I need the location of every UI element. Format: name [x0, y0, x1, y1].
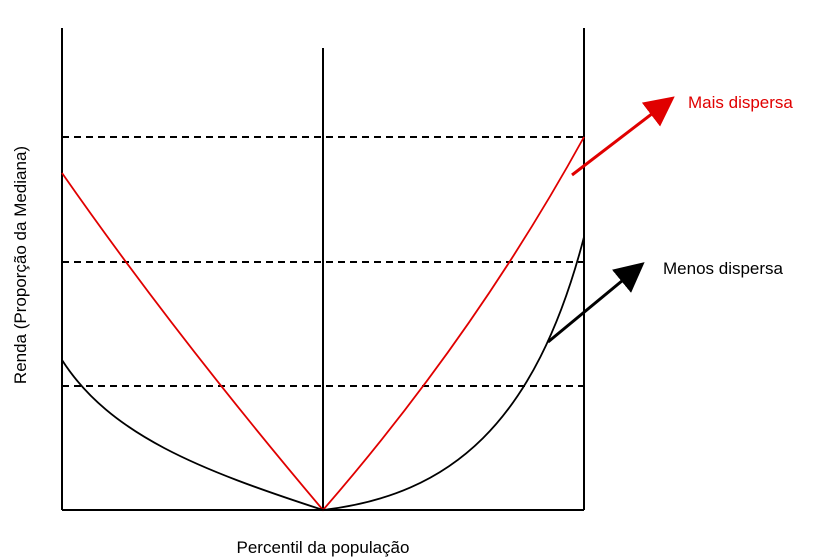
dashed-lines — [62, 136, 584, 387]
red-arrow — [571, 96, 675, 177]
y-axis-label: Renda (Proporção da Mediana) — [11, 146, 30, 384]
frame — [61, 28, 585, 511]
less-dispersed-curve — [61, 236, 585, 511]
less-dispersed-label: Menos dispersa — [663, 259, 784, 278]
x-axis-label: Percentil da população — [237, 538, 410, 557]
more-dispersed-label: Mais dispersa — [688, 93, 793, 112]
black-arrow — [547, 262, 645, 344]
